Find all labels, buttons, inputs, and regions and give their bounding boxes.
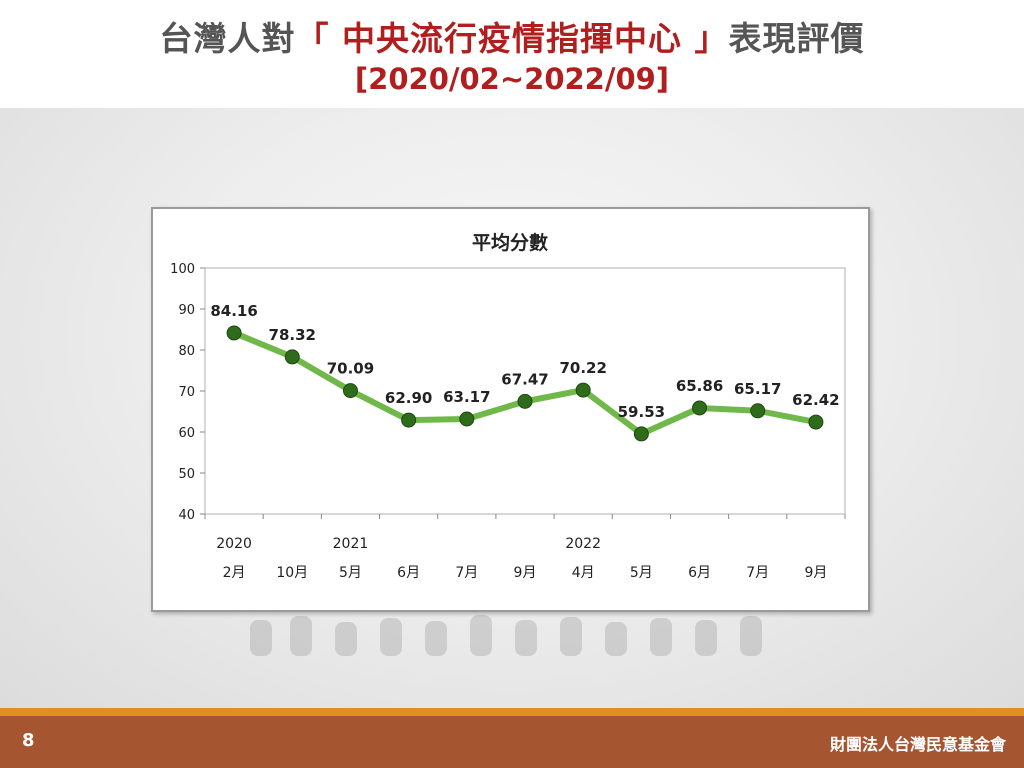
data-point <box>459 411 475 427</box>
data-point <box>284 349 300 365</box>
data-point <box>633 426 649 442</box>
y-tick-label: 70 <box>178 385 195 400</box>
data-label: 65.86 <box>676 377 723 395</box>
slide-subtitle: [2020/02~2022/09] <box>354 62 670 96</box>
footer-accent-line <box>0 708 1024 716</box>
title-suffix: 表現評價 <box>728 19 865 58</box>
data-point <box>750 403 766 419</box>
slide-title: 台灣人對「 中央流行疫情指揮中心 」表現評價 <box>0 12 1024 60</box>
chart-panel: 平均分數 40 50 60 70 80 90 100 2月 10月 5月 6月 7月 9月 4月 5月 6月… <box>151 207 870 612</box>
data-point <box>226 325 242 341</box>
x-tick-label: 9月 <box>514 565 537 581</box>
data-label: 70.09 <box>327 360 374 378</box>
data-point <box>342 383 358 399</box>
data-point <box>692 400 708 416</box>
data-label: 65.17 <box>734 380 781 398</box>
y-tick-label: 50 <box>178 467 195 482</box>
footer-bar: 8 財團法人台灣民意基金會 <box>0 716 1024 768</box>
y-tick-label: 40 <box>178 508 195 523</box>
data-point <box>575 382 591 398</box>
data-label: 63.17 <box>443 388 490 406</box>
title-prefix: 台灣人對 <box>159 19 296 58</box>
data-label: 78.32 <box>269 326 316 344</box>
data-label: 70.22 <box>559 359 606 377</box>
chart-title: 平均分數 <box>472 231 548 254</box>
crowd-silhouette-decoration <box>250 615 762 656</box>
x-tick-label: 7月 <box>455 565 478 581</box>
title-highlight: 「 中央流行疫情指揮中心 」 <box>295 19 729 58</box>
data-point <box>808 414 824 430</box>
data-label: 62.90 <box>385 389 432 407</box>
x-tick-label: 9月 <box>804 565 827 581</box>
x-tick-label: 5月 <box>630 565 653 581</box>
x-tick-label: 5月 <box>339 565 362 581</box>
x-tick-label: 6月 <box>397 565 420 581</box>
organization-name: 財團法人台灣民意基金會 <box>829 735 1006 754</box>
line-chart: 平均分數 40 50 60 70 80 90 100 2月 10月 5月 6月 7月 9月 4月 5月 6月… <box>170 231 846 581</box>
x-tick-label: 7月 <box>746 565 769 581</box>
data-label: 62.42 <box>792 391 839 409</box>
data-label: 59.53 <box>618 403 665 421</box>
x-tick-label: 6月 <box>688 565 711 581</box>
data-point <box>517 393 533 409</box>
x-tick-label: 4月 <box>572 565 595 581</box>
data-point <box>401 412 417 428</box>
y-axis: 40 50 60 70 80 90 100 <box>170 262 205 523</box>
y-tick-label: 100 <box>170 262 195 277</box>
series-average-score: 84.16 78.32 70.09 62.90 63.17 67.47 70.22 59.53… <box>210 302 840 442</box>
x-year-label: 2020 <box>216 536 252 552</box>
y-tick-label: 90 <box>178 303 195 318</box>
data-label: 67.47 <box>501 370 548 388</box>
data-label: 84.16 <box>210 302 257 320</box>
y-tick-label: 80 <box>178 344 195 359</box>
x-year-label: 2022 <box>565 536 601 552</box>
x-tick-label: 10月 <box>276 565 308 581</box>
x-tick-label: 2月 <box>223 565 246 581</box>
y-tick-label: 60 <box>178 426 195 441</box>
x-year-label: 2021 <box>333 536 369 552</box>
x-axis: 2月 10月 5月 6月 7月 9月 4月 5月 6月 7月 9月 2020 2021 2022 <box>204 514 846 581</box>
page-number: 8 <box>22 730 35 751</box>
